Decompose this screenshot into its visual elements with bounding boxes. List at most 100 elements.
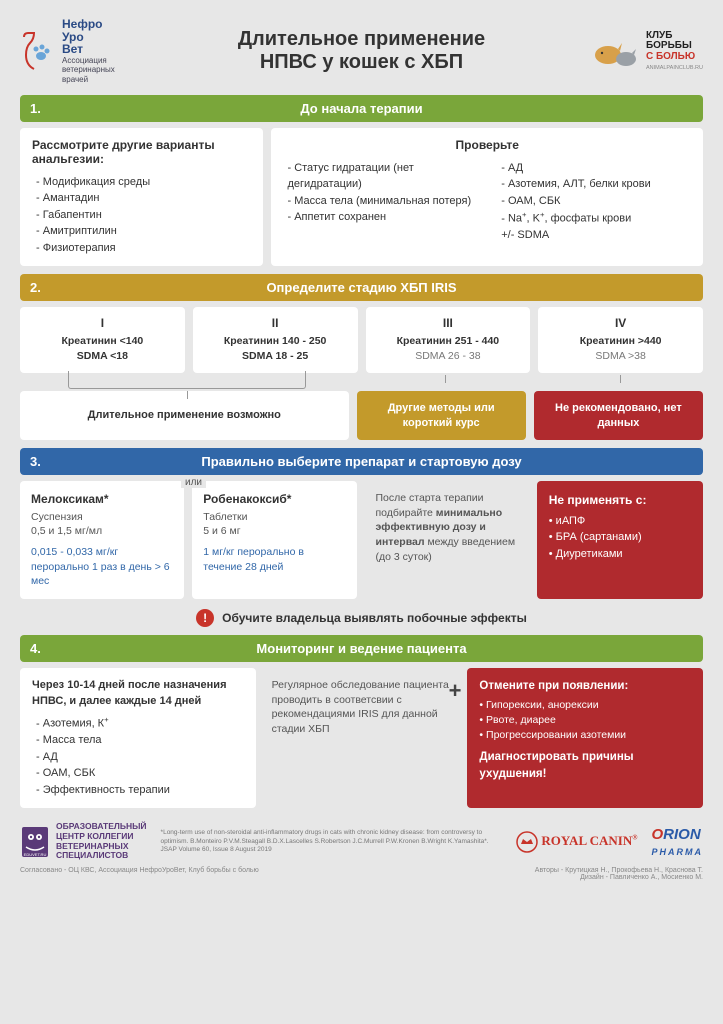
credits-left: Согласовано - ОЦ КВС, Ассоциация НефроУр… — [20, 867, 259, 881]
section-2-num: 2. — [30, 280, 52, 295]
logo-right-title: КЛУББОРЬБЫС БОЛЬЮ — [646, 31, 703, 63]
stage-line: SDMA >38 — [595, 350, 646, 362]
list-item: Габапентин — [36, 207, 251, 224]
list-item: БРА (сартанами) — [549, 529, 691, 546]
analgesia-box: Рассмотрите другие варианты анальгезии: … — [20, 128, 263, 267]
drug-name: Мелоксикам* — [31, 491, 173, 508]
check-list-1: Статус гидратации (нет дегидратации) Мас… — [283, 160, 477, 226]
list-item: Диуретиками — [549, 546, 691, 563]
drug-robenacoxib: Робенакоксиб* Таблетки5 и 6 мг 1 мг/кг п… — [192, 481, 356, 599]
drug-form: Суспензия0,5 и 1,5 мг/мл — [31, 510, 173, 539]
logo-left-title: НефроУроВет — [62, 18, 140, 56]
credits: Согласовано - ОЦ КВС, Ассоциация НефроУр… — [20, 867, 703, 881]
monitoring-heading: Через 10-14 дней после назначения НПВС, … — [32, 679, 227, 707]
list-item: Азотемия, АЛТ, белки крови — [501, 176, 691, 193]
list-item: иАПФ — [549, 513, 691, 530]
discontinue-box: Отмените при появлении: Гипорексии, анор… — [467, 668, 703, 808]
section-3-title: Правильно выберите препарат и стартовую … — [52, 454, 671, 469]
stage-line: Креатинин 251 - 440 — [397, 335, 500, 347]
monitoring-schedule: Через 10-14 дней после назначения НПВС, … — [20, 668, 256, 808]
crown-icon — [516, 831, 538, 853]
rec-not-recommended: Не рекомендовано, нет данных — [534, 391, 703, 440]
stage-roman: II — [201, 315, 350, 332]
warn-title: Не применять с: — [549, 491, 691, 509]
list-item: Гипорексии, анорексии — [479, 698, 691, 713]
stage-grid: I Креатинин <140 SDMA <18 II Креатинин 1… — [20, 307, 703, 373]
section-3-header: 3. Правильно выберите препарат и стартов… — [20, 448, 703, 475]
stage-line: Креатинин <140 — [61, 335, 143, 347]
credits-right: Авторы - Крутицкая Н., Прокофьева Н., Кр… — [535, 867, 703, 881]
check-list-2: АД Азотемия, АЛТ, белки крови ОАМ, СБК N… — [497, 160, 691, 244]
list-item: Аппетит сохранен — [287, 209, 477, 226]
section-4-num: 4. — [30, 641, 52, 656]
stage-line: SDMA <18 — [77, 350, 128, 362]
stage-line: Креатинин >440 — [580, 335, 662, 347]
page-title: Длительное применениеНПВС у кошек с ХБП — [140, 28, 583, 74]
contraindications-box: Не применять с: иАПФ БРА (сартанами) Диу… — [537, 481, 703, 599]
analgesia-heading: Рассмотрите другие варианты анальгезии: — [32, 138, 251, 166]
list-item: Масса тела — [36, 732, 244, 749]
check-heading: Проверьте — [283, 138, 691, 152]
list-item: ОАМ, СБК — [36, 765, 244, 782]
stage-line: SDMA 18 - 25 — [242, 350, 308, 362]
owl-icon: EDUVET.RU — [20, 825, 50, 859]
dose-info: После старта терапии подбирайте минималь… — [365, 481, 529, 599]
drug-dose: 0,015 - 0,033 мг/кг перорально 1 раз в д… — [31, 546, 170, 587]
drug-form: Таблетки5 и 6 мг — [203, 510, 345, 539]
stage-3: III Креатинин 251 - 440 SDMA 26 - 38 — [366, 307, 531, 373]
logo-right-url: ANIMALPAINCLUB.RU — [646, 65, 703, 71]
monitoring-iris: Регулярное обследование пациента проводи… — [264, 668, 460, 808]
discontinue-footer: Диагностировать причины ухудшения! — [479, 749, 691, 782]
section-1-title: До начала терапии — [52, 101, 671, 116]
footer-edu-text: ОБРАЗОВАТЕЛЬНЫЙЦЕНТР КОЛЛЕГИИВЕТЕРИНАРНЫ… — [56, 822, 147, 861]
logo-nephrourovet: НефроУроВет Ассоциация ветеринарных врач… — [20, 18, 140, 85]
list-item: Физиотерапия — [36, 240, 251, 257]
sponsor-orion: ORION PHARMA — [652, 826, 704, 858]
stage-roman: I — [28, 315, 177, 332]
list-item: Статус гидратации (нет дегидратации) — [287, 160, 477, 193]
logo-left-subtitle: Ассоциация ветеринарных врачей — [62, 56, 115, 84]
section-4-title: Мониторинг и ведение пациента — [52, 641, 671, 656]
list-item: Амитриптилин — [36, 223, 251, 240]
list-item: Азотемия, К+ — [36, 714, 244, 732]
or-label: или — [181, 477, 206, 488]
dog-cat-icon — [590, 33, 640, 69]
sponsor-royal-canin: ROYAL CANIN® — [516, 831, 637, 853]
recommendation-row: Длительное применение возможно Другие ме… — [20, 391, 703, 440]
discontinue-title: Отмените при появлении: — [479, 678, 691, 695]
alert-icon: ! — [196, 609, 214, 627]
drug-meloxicam: Мелоксикам* Суспензия0,5 и 1,5 мг/мл 0,0… — [20, 481, 184, 599]
section-2-title: Определите стадию ХБП IRIS — [52, 280, 671, 295]
list-item: Прогрессировании азотемии — [479, 728, 691, 743]
list-item: Эффективность терапии — [36, 782, 244, 799]
list-item: Амантадин — [36, 190, 251, 207]
logo-painclub: КЛУББОРЬБЫС БОЛЬЮ ANIMALPAINCLUB.RU — [583, 31, 703, 72]
list-item: Рвоте, диарее — [479, 713, 691, 728]
drug-dose: 1 мг/кг перорально в течение 28 дней — [203, 546, 304, 573]
drug-name: Робенакоксиб* — [203, 491, 345, 508]
list-item: Na+, K+, фосфаты крови+/- SDMA — [501, 209, 691, 244]
list-item: ОАМ, СБК — [501, 193, 691, 210]
section-2-header: 2. Определите стадию ХБП IRIS — [20, 274, 703, 301]
stage-4: IV Креатинин >440 SDMA >38 — [538, 307, 703, 373]
page-header: НефроУроВет Ассоциация ветеринарных врач… — [20, 18, 703, 85]
bracket-row — [20, 375, 703, 393]
paw-icon — [20, 31, 56, 71]
footer: EDUVET.RU ОБРАЗОВАТЕЛЬНЫЙЦЕНТР КОЛЛЕГИИВ… — [20, 822, 703, 861]
alert-text: Обучите владельца выявлять побочные эффе… — [222, 611, 527, 625]
analgesia-list: Модификация среды Амантадин Габапентин А… — [32, 174, 251, 257]
section-3-num: 3. — [30, 454, 52, 469]
stage-line: SDMA 26 - 38 — [415, 350, 480, 362]
stage-2: II Креатинин 140 - 250 SDMA 18 - 25 — [193, 307, 358, 373]
list-item: АД — [36, 749, 244, 766]
list-item: Модификация среды — [36, 174, 251, 191]
section-4-header: 4. Мониторинг и ведение пациента — [20, 635, 703, 662]
stage-roman: IV — [546, 315, 695, 332]
footer-citation: *Long-term use of non-steroidal anti-inf… — [161, 829, 503, 853]
stage-roman: III — [374, 315, 523, 332]
stage-1: I Креатинин <140 SDMA <18 — [20, 307, 185, 373]
stage-line: Креатинин 140 - 250 — [224, 335, 327, 347]
list-item: Масса тела (минимальная потеря) — [287, 193, 477, 210]
footer-edu-logo: EDUVET.RU ОБРАЗОВАТЕЛЬНЫЙЦЕНТР КОЛЛЕГИИВ… — [20, 822, 147, 861]
section-1-header: 1. До начала терапии — [20, 95, 703, 122]
